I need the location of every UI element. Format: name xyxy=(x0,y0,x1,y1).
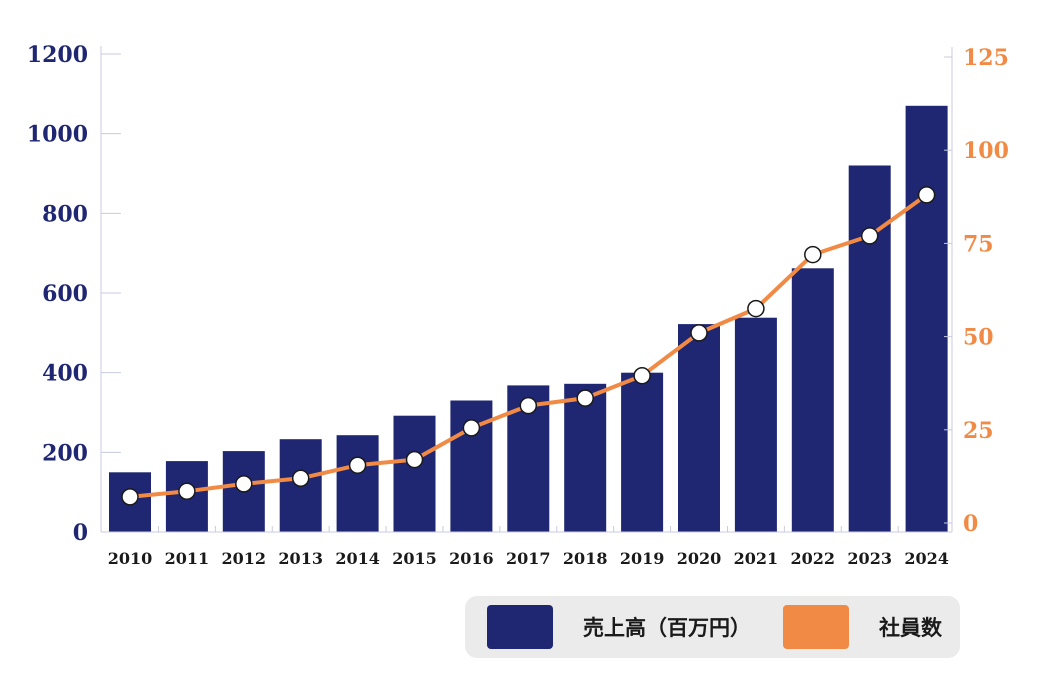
bar-2015 xyxy=(393,415,436,532)
employees-point-2019 xyxy=(633,366,651,385)
employees-point-2022 xyxy=(804,245,822,264)
y-right-tick-label: 125 xyxy=(963,45,1009,71)
employees-point-2013 xyxy=(291,469,310,488)
bar-2014 xyxy=(336,435,379,532)
employees-point-2012 xyxy=(235,475,253,493)
employees-point-2024 xyxy=(917,186,936,204)
y-left-tick-label: 800 xyxy=(42,201,88,227)
bar-2018 xyxy=(564,383,607,532)
legend-swatch-sales xyxy=(487,605,553,649)
x-tick-label: 2024 xyxy=(904,549,949,568)
x-tick-label: 2023 xyxy=(847,549,892,568)
bar-2024 xyxy=(905,105,948,533)
x-tick-label: 2019 xyxy=(620,549,665,568)
legend-item-sales: 売上高（百万円） xyxy=(487,605,751,649)
y-right-tick-label: 100 xyxy=(963,138,1009,164)
x-tick-label: 2011 xyxy=(165,549,210,568)
x-tick-label: 2014 xyxy=(335,549,380,568)
x-tick-label: 2018 xyxy=(563,549,608,568)
line-series xyxy=(121,186,936,506)
legend: 売上高（百万円） 社員数 xyxy=(465,596,960,658)
y-left-tick-label: 200 xyxy=(42,440,88,466)
employees-point-2015 xyxy=(405,450,424,469)
bar-2020 xyxy=(678,324,720,532)
y-right-tick-label: 25 xyxy=(963,418,994,444)
y-left-tick-label: 0 xyxy=(73,520,88,546)
employees-point-2023 xyxy=(860,227,879,245)
employees-point-2020 xyxy=(690,324,708,342)
bar-2022 xyxy=(791,268,834,532)
axes xyxy=(100,46,953,533)
x-tick-label: 2021 xyxy=(734,549,779,568)
legend-label-employees: 社員数 xyxy=(879,615,942,640)
bar-2023 xyxy=(848,165,891,532)
legend-label-sales: 売上高（百万円） xyxy=(583,615,751,640)
x-tick-label: 2015 xyxy=(392,549,437,568)
bar-series xyxy=(109,105,948,533)
employees-point-2021 xyxy=(747,299,765,318)
employees-point-2014 xyxy=(348,456,367,474)
legend-item-employees: 社員数 xyxy=(783,605,942,649)
x-tick-label: 2010 xyxy=(108,549,153,568)
employees-point-2010 xyxy=(121,488,139,506)
x-tick-label: 2020 xyxy=(677,549,722,568)
x-tick-label: 2017 xyxy=(506,549,551,568)
employees-point-2018 xyxy=(576,389,594,407)
x-tick-label: 2013 xyxy=(278,549,323,568)
y-left-tick-label: 400 xyxy=(42,361,88,387)
y-right-tick-label: 75 xyxy=(963,231,994,257)
y-right-tick-label: 50 xyxy=(963,325,994,351)
y-left-tick-label: 1200 xyxy=(27,42,88,68)
axis-labels: 0 200 400 600 800 1000 1200 0 25 50 75 100 125 2010 20… xyxy=(27,42,1009,568)
x-tick-label: 2016 xyxy=(449,549,494,568)
bar-2019 xyxy=(621,372,664,532)
y-left-tick-label: 1000 xyxy=(27,122,88,148)
employees-point-2016 xyxy=(462,419,481,437)
y-left-tick-label: 600 xyxy=(42,281,88,307)
x-tick-label: 2012 xyxy=(222,549,267,568)
legend-swatch-employees xyxy=(783,605,849,649)
employees-point-2017 xyxy=(519,396,538,415)
y-right-tick-label: 0 xyxy=(963,511,978,537)
employees-point-2011 xyxy=(178,482,196,501)
x-tick-label: 2022 xyxy=(791,549,836,568)
bar-2021 xyxy=(734,317,777,532)
